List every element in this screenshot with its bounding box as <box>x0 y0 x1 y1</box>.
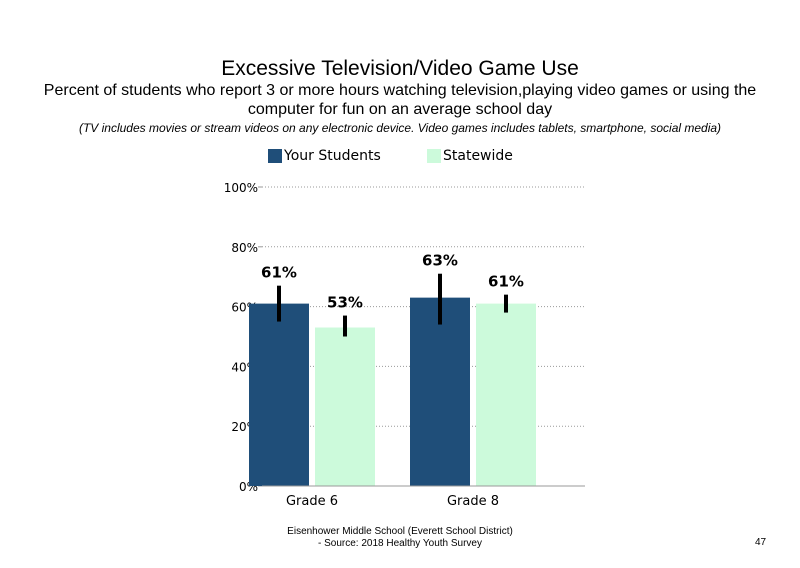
chart-legend: Your Students Statewide <box>0 148 800 168</box>
chart-title: Excessive Television/Video Game Use <box>221 57 579 80</box>
chart-note: (TV includes movies or stream videos on … <box>78 121 722 135</box>
bar <box>410 297 470 486</box>
legend-label-statewide: Statewide <box>443 148 513 164</box>
y-tick-label: 100% <box>224 181 258 195</box>
x-tick-label: Grade 8 <box>447 494 499 509</box>
data-label: 63% <box>422 252 458 270</box>
legend-label-your-students: Your Students <box>284 148 381 164</box>
legend-swatch-statewide <box>427 149 441 163</box>
page-number: 47 <box>755 537 767 548</box>
data-label: 53% <box>327 294 363 312</box>
legend-item-your-students: Your Students <box>268 148 381 164</box>
y-tick-label: 80% <box>231 241 258 255</box>
bar <box>476 303 536 486</box>
data-label: 61% <box>488 273 524 291</box>
footer-school: Eisenhower Middle School (Everett School… <box>287 526 513 537</box>
bar <box>315 327 375 486</box>
chart-subtitle: Percent of students who report 3 or more… <box>43 82 757 118</box>
legend-item-statewide: Statewide <box>427 148 513 164</box>
x-tick-label: Grade 6 <box>286 494 338 509</box>
bar <box>249 303 309 486</box>
footer-source: - Source: 2018 Healthy Youth Survey <box>318 538 482 549</box>
legend-swatch-your-students <box>268 149 282 163</box>
data-label: 61% <box>261 264 297 282</box>
